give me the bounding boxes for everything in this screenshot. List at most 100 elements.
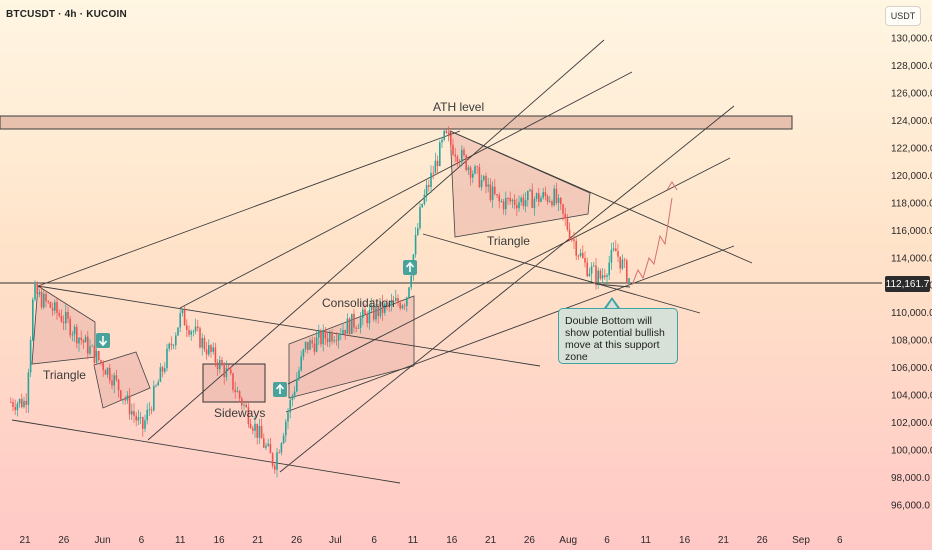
candle-body: [289, 400, 291, 413]
label-triangle-left: Triangle: [43, 368, 86, 382]
candle-body: [146, 409, 148, 421]
candle-body: [379, 301, 382, 317]
candle-body: [608, 262, 610, 276]
time-tick-label: 6: [604, 535, 610, 546]
candle-body: [615, 248, 617, 252]
candle-body: [214, 347, 217, 363]
candle-body: [346, 318, 349, 334]
candle-body: [355, 327, 357, 329]
projection-arrowhead: [666, 181, 678, 191]
candle-body: [142, 417, 144, 429]
callout-pointer-fill: [606, 300, 618, 309]
candlestick-series[interactable]: [10, 126, 630, 478]
price-tick-label: 106,000.0: [891, 363, 932, 374]
candle-body: [505, 197, 507, 210]
candle-body: [582, 252, 584, 259]
candle-body: [12, 402, 14, 407]
candle-body: [269, 443, 272, 454]
candle-body: [568, 229, 571, 240]
candle-body: [293, 391, 296, 396]
candle-body: [533, 198, 536, 208]
candle-body: [465, 155, 467, 171]
candle-body: [172, 345, 175, 346]
candle-body: [144, 420, 146, 429]
price-tick-label: 100,000.0: [891, 446, 932, 457]
candle-body: [249, 424, 252, 429]
candle-body: [21, 398, 23, 408]
candle-body: [403, 305, 406, 307]
time-axis[interactable]: 21 26 Jun 6 11 16 21 26 Jul 6 11 16 21 26 Aug 6 11 16 21 26…: [19, 535, 843, 546]
candle-body: [362, 309, 364, 318]
candle-body: [626, 260, 628, 283]
time-tick-label: 6: [371, 535, 377, 546]
candle-body: [197, 326, 199, 329]
candle-body: [472, 173, 474, 178]
candle-body: [538, 193, 540, 202]
currency-button[interactable]: USDT: [885, 6, 921, 26]
candle-body: [93, 345, 96, 363]
candle-body: [419, 207, 421, 229]
candle-body: [348, 318, 351, 334]
candle-body: [469, 167, 472, 178]
candle-body: [166, 348, 168, 369]
candle-body: [377, 306, 379, 317]
candle-body: [318, 331, 320, 338]
price-tick-label: 120,000.0: [891, 171, 932, 182]
time-tick-label: 11: [175, 535, 186, 546]
candle-body: [54, 302, 56, 311]
candle-body: [137, 417, 140, 421]
candle-body: [344, 329, 346, 334]
candle-body: [485, 176, 487, 187]
candle-body: [58, 312, 60, 316]
candle-body: [439, 142, 441, 167]
candle-body: [434, 160, 437, 174]
candle-body: [117, 379, 120, 391]
price-tick-label: 118,000.0: [891, 198, 932, 209]
candle-body: [100, 360, 102, 363]
callout-line: Double Bottom will: [565, 315, 652, 327]
candle-body: [326, 338, 329, 343]
candle-body: [265, 445, 267, 448]
candle-body: [60, 315, 63, 322]
price-tick-label: 114,000.0: [891, 253, 932, 264]
candle-body: [32, 299, 34, 340]
candle-body: [623, 259, 626, 261]
candle-body: [274, 465, 276, 470]
candle-body: [619, 256, 621, 269]
candle-body: [353, 313, 355, 328]
candle-body: [390, 300, 393, 306]
candle-body: [599, 270, 602, 279]
candle-body: [225, 368, 228, 378]
candle-body: [109, 367, 111, 381]
candle-body: [604, 275, 606, 277]
candle-body: [513, 199, 516, 205]
symbol-title: BTCUSDT · 4h · KUCOIN: [6, 9, 127, 20]
candle-body: [445, 130, 448, 134]
candle-body: [309, 340, 311, 350]
candle-body: [443, 130, 445, 140]
candle-body: [335, 340, 338, 342]
candle-body: [104, 370, 107, 375]
candle-body: [351, 313, 353, 334]
candle-body: [549, 201, 551, 202]
candle-body: [307, 341, 309, 350]
candle-body: [159, 367, 162, 382]
candle-body: [155, 385, 157, 387]
candle-body: [258, 426, 261, 438]
candle-body: [436, 160, 439, 167]
candle-body: [236, 391, 239, 393]
candle-body: [82, 340, 85, 343]
price-tick-label: 96,000.0: [891, 501, 930, 512]
candle-body: [192, 331, 195, 333]
ath-zone[interactable]: [0, 115, 793, 130]
candle-body: [84, 336, 87, 343]
candle-body: [29, 339, 32, 373]
price-axis[interactable]: 130,000.0 128,000.0 126,000.0 124,000.0 122,…: [891, 34, 932, 512]
candle-body: [364, 309, 366, 314]
price-tick-label: 102,000.0: [891, 418, 932, 429]
candle-body: [494, 186, 496, 195]
candle-body: [27, 372, 30, 405]
time-tick-label: 21: [485, 535, 497, 546]
candle-body: [324, 330, 327, 339]
